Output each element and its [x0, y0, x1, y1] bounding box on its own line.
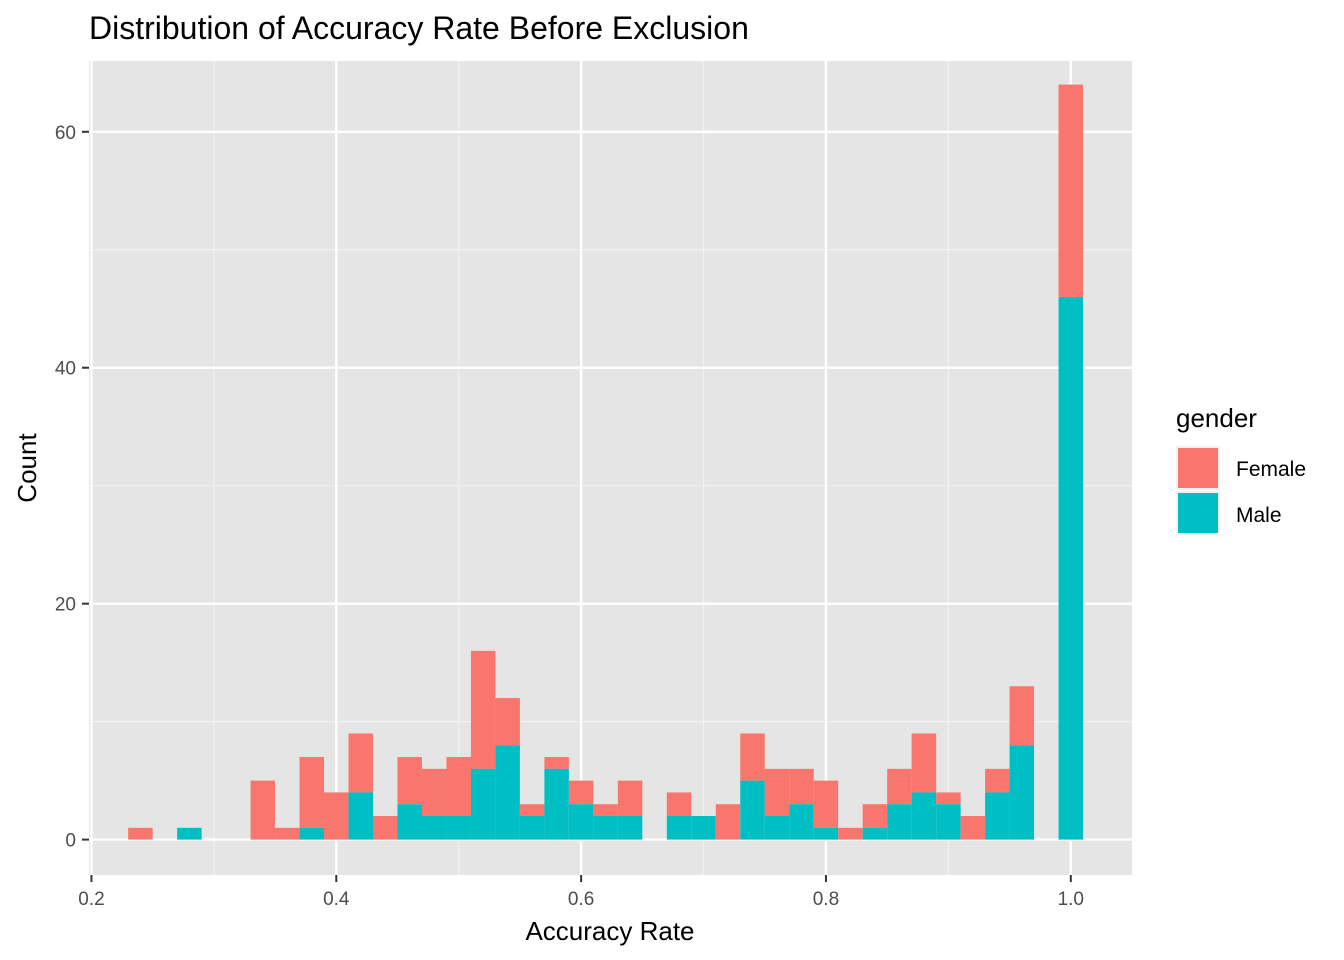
bar-male — [397, 804, 422, 840]
bar-female — [617, 780, 643, 817]
bar-female — [715, 804, 741, 840]
bar-female — [1058, 84, 1084, 297]
bar-female — [299, 757, 325, 828]
bar-male — [421, 816, 447, 840]
y-tick-label: 0 — [65, 831, 76, 852]
bar-female — [519, 804, 545, 817]
x-tick-label: 0.6 — [568, 889, 594, 910]
bar-male — [470, 768, 496, 840]
bar-male — [177, 827, 202, 840]
y-axis-title: Count — [12, 433, 42, 503]
bar-male — [789, 804, 814, 840]
bar-female — [838, 827, 863, 840]
bar-male — [446, 816, 471, 840]
x-tick-label: 0.2 — [78, 889, 104, 910]
bar-male — [911, 792, 937, 840]
x-tick-label: 0.8 — [813, 889, 839, 910]
x-tick-label: 0.4 — [323, 889, 350, 910]
bar-male — [568, 804, 594, 840]
bar-male — [1058, 296, 1084, 840]
bar-female — [568, 780, 594, 805]
y-tick-label: 20 — [55, 595, 76, 616]
legend-swatch-male — [1178, 493, 1218, 533]
x-tick-label: 1.0 — [1058, 889, 1084, 910]
bar-female — [495, 698, 520, 746]
bar-female — [324, 792, 349, 840]
bar-female — [985, 768, 1010, 793]
bar-female — [397, 757, 422, 805]
bars — [128, 84, 1084, 840]
bar-female — [544, 757, 569, 769]
x-axis-title: Accuracy Rate — [525, 916, 694, 946]
bar-female — [813, 780, 839, 828]
bar-male — [519, 816, 545, 840]
bar-female — [666, 792, 692, 817]
bar-male — [1009, 745, 1035, 840]
bar-female — [373, 816, 398, 840]
legend-label-male: Male — [1236, 504, 1282, 527]
bar-male — [495, 745, 520, 840]
bar-male — [985, 792, 1010, 840]
bar-male — [593, 816, 618, 840]
y-tick-label: 60 — [55, 123, 76, 144]
bar-female — [960, 816, 986, 840]
bar-female — [128, 827, 153, 840]
bar-male — [936, 804, 961, 840]
bar-female — [250, 780, 276, 840]
bar-female — [789, 768, 814, 805]
bar-male — [544, 768, 569, 840]
bar-female — [862, 804, 888, 828]
bar-female — [470, 650, 496, 769]
bar-female — [446, 757, 471, 817]
legend: gender Female Male — [1176, 403, 1306, 535]
bar-female — [887, 768, 912, 805]
bar-male — [617, 816, 643, 840]
x-tick-labels: 0.2 0.4 0.6 0.8 1.0 — [78, 889, 1084, 910]
bar-female — [421, 768, 447, 817]
legend-title: gender — [1176, 403, 1257, 433]
bar-female — [936, 792, 961, 805]
bar-male — [348, 792, 374, 840]
axis-ticks — [82, 130, 1072, 882]
y-tick-label: 40 — [55, 359, 76, 380]
bar-male — [740, 780, 765, 840]
bar-male — [666, 816, 692, 840]
bar-female — [275, 827, 300, 840]
grid-minor — [89, 61, 1132, 875]
bar-male — [299, 827, 325, 840]
bar-female — [1009, 686, 1035, 746]
bar-male — [691, 816, 716, 840]
plot-panel — [89, 61, 1132, 875]
legend-label-female: Female — [1236, 458, 1306, 481]
bar-male — [813, 827, 839, 840]
bar-male — [764, 816, 790, 840]
bar-male — [887, 804, 912, 840]
bar-male — [862, 827, 888, 840]
bar-female — [911, 733, 937, 793]
legend-swatch-female — [1178, 448, 1218, 488]
bar-female — [348, 733, 374, 793]
bar-female — [593, 804, 618, 817]
bar-female — [740, 733, 765, 781]
y-tick-labels: 0 20 40 60 — [55, 123, 76, 852]
chart-title: Distribution of Accuracy Rate Before Exc… — [89, 10, 749, 46]
bar-female — [764, 768, 790, 817]
